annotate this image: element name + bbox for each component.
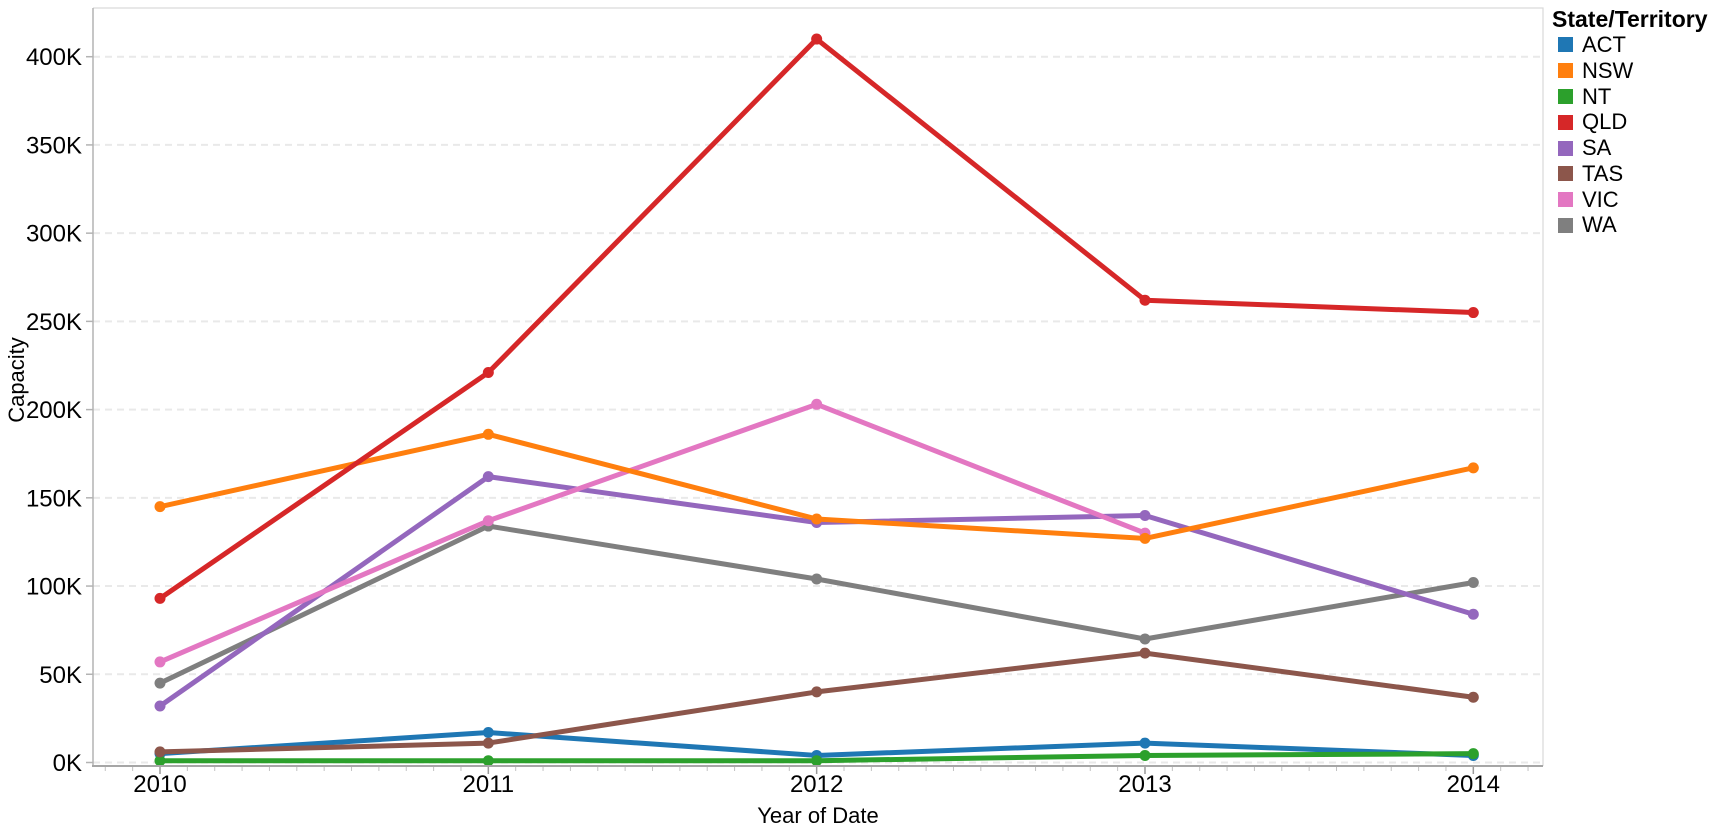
series-line-WA[interactable] (157, 523, 1476, 686)
legend-swatch-SA (1558, 140, 1573, 156)
data-point-TAS[interactable] (811, 686, 823, 698)
legend-label: QLD (1582, 109, 1628, 135)
data-point-NT[interactable] (154, 755, 166, 767)
data-point-TAS[interactable] (482, 737, 494, 749)
data-point-NSW[interactable] (1139, 532, 1151, 544)
y-tick-label: 300K (26, 221, 82, 248)
data-point-TAS[interactable] (1139, 647, 1151, 659)
x-tick-label: 2014 (1447, 771, 1500, 798)
legend-swatch-QLD (1558, 114, 1573, 130)
legend-label: NT (1582, 83, 1612, 109)
data-point-VIC[interactable] (154, 656, 166, 668)
legend-label: WA (1582, 212, 1617, 238)
legend-label: NSW (1582, 57, 1634, 83)
data-point-NT[interactable] (482, 755, 494, 767)
x-tick-label: 2013 (1118, 771, 1171, 798)
y-tick-label: 100K (26, 574, 82, 601)
legend-label: ACT (1582, 31, 1626, 57)
x-tick-label: 2011 (463, 771, 515, 798)
legend-items: ACT NSW NT QLD SA TAS VIC WA (1552, 32, 1714, 238)
data-point-NSW[interactable] (1467, 462, 1479, 474)
data-point-TAS[interactable] (154, 746, 166, 758)
x-axis-title: Year of Date (757, 803, 879, 828)
series-line-TAS[interactable] (157, 650, 1476, 755)
plot-border (93, 7, 1544, 766)
data-point-NT[interactable] (1467, 748, 1479, 760)
data-point-NSW[interactable] (482, 428, 494, 440)
legend-swatch-WA (1558, 217, 1573, 233)
data-point-QLD[interactable] (1467, 307, 1479, 319)
legend-item-TAS[interactable]: TAS (1552, 161, 1714, 187)
legend-item-NSW[interactable]: NSW (1552, 58, 1714, 84)
legend-item-QLD[interactable]: QLD (1552, 109, 1714, 135)
legend-item-ACT[interactable]: ACT (1552, 32, 1714, 58)
x-tick-label: 2010 (133, 771, 186, 798)
data-point-NSW[interactable] (811, 513, 823, 525)
data-point-ACT[interactable] (1139, 737, 1151, 749)
data-point-WA[interactable] (154, 677, 166, 689)
y-tick-label: 350K (26, 132, 82, 159)
legend-item-WA[interactable]: WA (1552, 212, 1714, 239)
legend: State/Territory ACT NSW NT QLD SA TAS VIC WA (1552, 6, 1714, 238)
data-point-SA[interactable] (1139, 509, 1151, 521)
legend-item-NT[interactable]: NT (1552, 84, 1714, 110)
data-point-WA[interactable] (1467, 577, 1479, 589)
data-point-SA[interactable] (1467, 608, 1479, 620)
y-tick-label: 400K (26, 44, 82, 71)
y-tick-label: 0K (53, 750, 82, 777)
legend-label: VIC (1582, 186, 1619, 212)
data-point-NSW[interactable] (154, 501, 166, 513)
data-point-NT[interactable] (1139, 749, 1151, 761)
data-point-WA[interactable] (811, 573, 823, 585)
data-point-QLD[interactable] (1139, 294, 1151, 306)
data-point-TAS[interactable] (1467, 691, 1479, 703)
data-point-SA[interactable] (482, 471, 494, 483)
data-point-NT[interactable] (811, 755, 823, 767)
y-tick-label: 150K (26, 485, 82, 512)
legend-label: SA (1582, 135, 1612, 161)
data-point-SA[interactable] (154, 700, 166, 712)
x-tick-label: 2012 (790, 771, 843, 798)
legend-swatch-TAS (1558, 166, 1573, 182)
series-line-VIC[interactable] (157, 401, 1148, 665)
legend-label: TAS (1582, 160, 1624, 186)
data-point-QLD[interactable] (811, 33, 823, 45)
data-point-VIC[interactable] (811, 398, 823, 410)
legend-swatch-NT (1558, 88, 1573, 104)
legend-swatch-ACT (1558, 37, 1573, 53)
legend-item-VIC[interactable]: VIC (1552, 187, 1714, 213)
data-point-QLD[interactable] (482, 367, 494, 379)
legend-swatch-NSW (1558, 63, 1573, 79)
legend-title: State/Territory (1552, 6, 1708, 32)
data-point-QLD[interactable] (154, 592, 166, 604)
legend-item-SA[interactable]: SA (1552, 135, 1714, 161)
y-tick-label: 50K (39, 662, 82, 689)
y-tick-label: 200K (26, 397, 82, 424)
y-tick-label: 250K (26, 309, 82, 336)
data-point-ACT[interactable] (482, 727, 494, 739)
data-point-WA[interactable] (1139, 633, 1151, 645)
legend-swatch-VIC (1558, 192, 1573, 208)
y-axis-title: Capacity (4, 337, 29, 423)
data-point-VIC[interactable] (482, 515, 494, 527)
